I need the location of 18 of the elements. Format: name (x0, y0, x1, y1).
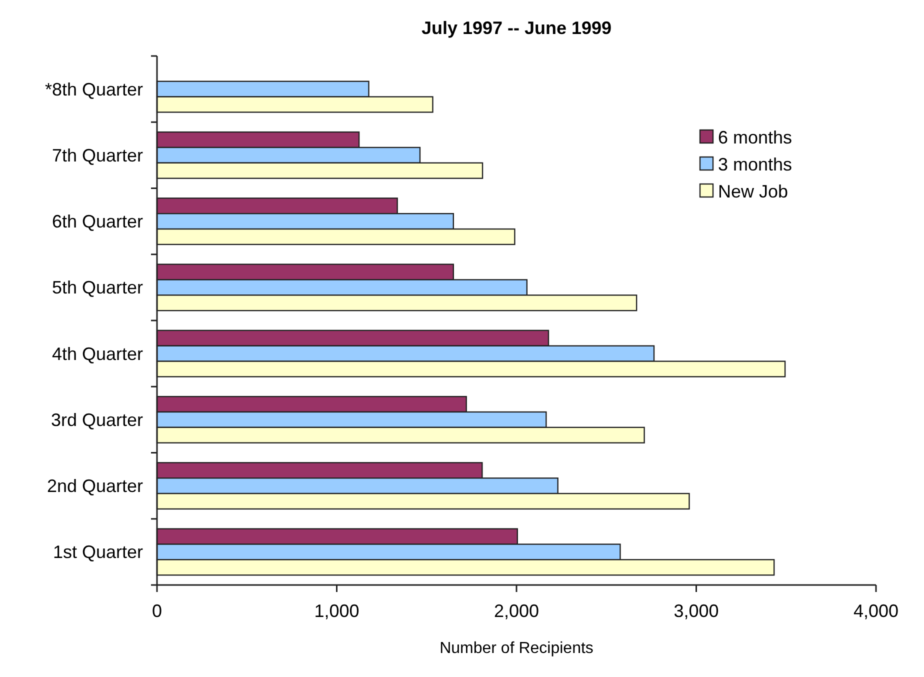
y-tick-label: 6th Quarter (52, 212, 144, 232)
y-tick-label: 5th Quarter (52, 278, 144, 298)
y-tick-label: *8th Quarter (44, 79, 143, 100)
y-tick-label: 3rd Quarter (50, 410, 143, 430)
legend-label: 6 months (718, 127, 792, 148)
y-tick-label: 2nd Quarter (46, 476, 143, 496)
x-tick-label: 1,000 (314, 601, 360, 621)
y-tick-label: 7th Quarter (52, 145, 144, 166)
y-tick-label: 4th Quarter (52, 344, 144, 364)
y-tick-label: 1st Quarter (52, 542, 143, 562)
legend-label: 3 months (718, 154, 792, 174)
x-tick-label: 0 (152, 601, 162, 621)
x-tick-label: 2,000 (494, 601, 540, 621)
chart-title: July 1997 -- June 1999 (421, 18, 612, 38)
legend-label: New Job (718, 181, 788, 202)
x-axis-title: Number of Recipients (440, 640, 594, 657)
x-tick-label: 4,000 (853, 601, 899, 621)
x-tick-label: 3,000 (674, 601, 719, 621)
